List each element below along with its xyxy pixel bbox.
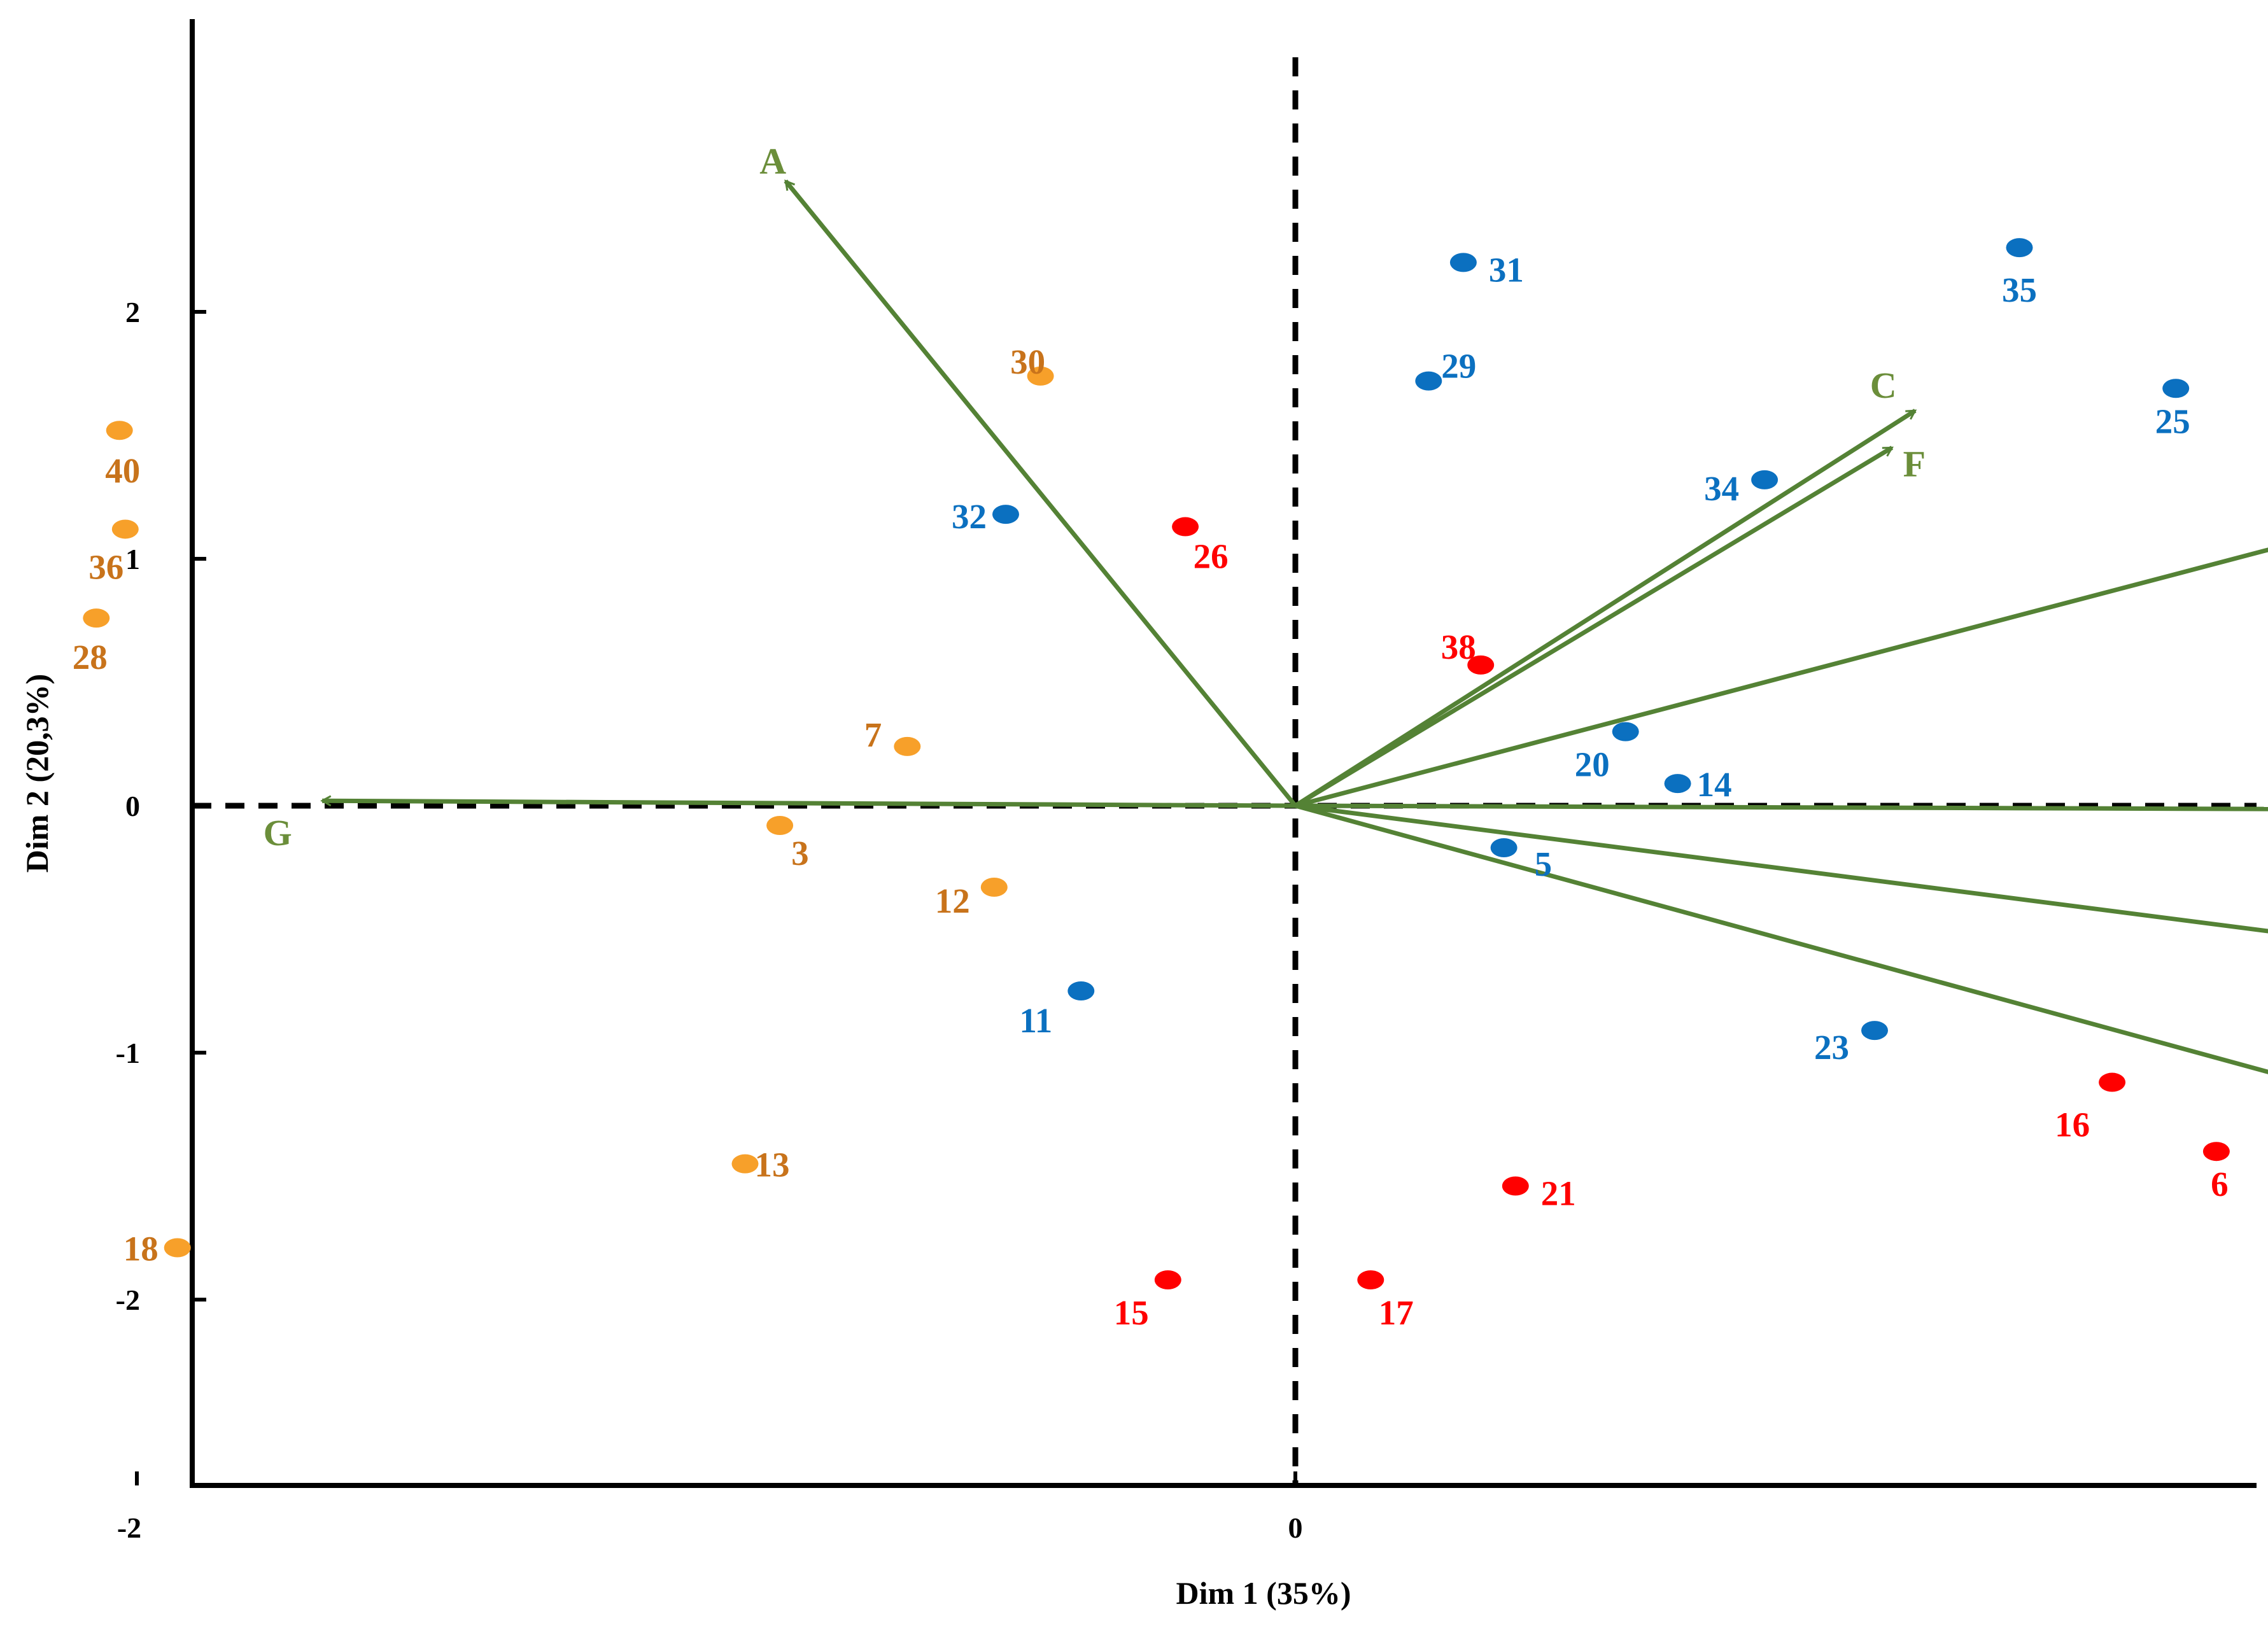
point-38 [1467, 655, 1495, 675]
vector-f [1294, 446, 1892, 808]
point-label-16: 16 [2055, 1105, 2090, 1144]
vector-label-a: A [759, 140, 786, 181]
point-14 [1664, 774, 1691, 794]
x-axis-title: Dim 1 (35%) [1176, 1575, 1351, 1611]
point-label-32: 32 [952, 497, 987, 536]
point-label-20: 20 [1575, 745, 1610, 784]
point-17 [1357, 1270, 1384, 1289]
point-35 [2006, 238, 2033, 258]
vector-a [784, 181, 1297, 808]
point-label-35: 35 [2002, 270, 2037, 309]
point-label-34: 34 [1704, 469, 1739, 508]
point-label-11: 11 [1019, 1001, 1052, 1040]
point-label-5: 5 [1535, 845, 1553, 883]
point-5 [1490, 838, 1518, 857]
y-axis-title: Dim 2 (20,3%) [19, 674, 55, 873]
point-label-7: 7 [864, 715, 882, 754]
vector-h [1295, 547, 2268, 808]
x-tick-label: 0 [1288, 1512, 1303, 1544]
loading-vectors: ABCDEFGH [264, 140, 2268, 1074]
point-29 [1415, 371, 1442, 391]
point-label-17: 17 [1379, 1293, 1414, 1332]
point-3 [766, 816, 794, 836]
vector-label-c: C [1870, 365, 1897, 406]
vector-d [1295, 803, 2268, 1074]
point-label-28: 28 [73, 638, 108, 677]
vector-e [1295, 803, 2268, 811]
point-label-38: 38 [1441, 628, 1476, 666]
point-label-6: 6 [2211, 1165, 2229, 1203]
point-label-36: 36 [88, 547, 123, 586]
point-label-30: 30 [1010, 342, 1045, 381]
point-28 [83, 608, 110, 628]
point-label-15: 15 [1114, 1293, 1149, 1332]
point-12 [980, 878, 1008, 897]
point-label-18: 18 [123, 1230, 158, 1268]
y-tick-label: -2 [116, 1284, 140, 1316]
x-tick-label: -2 [117, 1512, 141, 1544]
vector-b [1295, 803, 2268, 934]
point-34 [1751, 470, 1778, 489]
y-tick-label: 2 [125, 296, 140, 328]
point-label-23: 23 [1814, 1028, 1849, 1067]
y-tick-label: -1 [116, 1037, 140, 1069]
vector-label-f: F [1903, 443, 1926, 484]
point-15 [1154, 1270, 1181, 1289]
y-tick-label: 0 [125, 790, 140, 822]
vector-g [322, 801, 1296, 808]
individual-points: 1371213182428303336373940245891011141920… [73, 238, 2230, 1332]
vector-c [1294, 409, 1915, 808]
point-40 [106, 421, 133, 440]
point-23 [1861, 1021, 1888, 1041]
point-7 [894, 736, 921, 756]
point-label-13: 13 [755, 1146, 790, 1184]
y-tick-label: 1 [125, 543, 140, 575]
point-20 [1612, 722, 1639, 741]
point-18 [164, 1238, 191, 1258]
point-30 [1027, 366, 1054, 386]
point-label-25: 25 [2155, 402, 2190, 440]
point-11 [1067, 981, 1095, 1000]
point-25 [2162, 379, 2190, 398]
point-32 [992, 505, 1019, 524]
point-21 [1502, 1176, 1529, 1196]
axes: -2 0 2 -2 -1 0 12 [116, 19, 2257, 1544]
point-26 [1172, 517, 1199, 537]
point-label-21: 21 [1541, 1174, 1576, 1213]
vector-label-g: G [264, 812, 292, 853]
point-label-3: 3 [791, 834, 809, 873]
point-label-29: 29 [1441, 347, 1476, 386]
point-label-31: 31 [1489, 250, 1524, 289]
point-label-26: 26 [1194, 537, 1229, 576]
point-label-12: 12 [935, 881, 970, 920]
point-13 [731, 1154, 759, 1174]
point-label-40: 40 [105, 451, 140, 490]
point-6 [2202, 1142, 2230, 1161]
point-31 [1449, 253, 1477, 272]
point-36 [111, 519, 139, 539]
point-label-14: 14 [1697, 765, 1732, 804]
point-16 [2099, 1072, 2126, 1092]
